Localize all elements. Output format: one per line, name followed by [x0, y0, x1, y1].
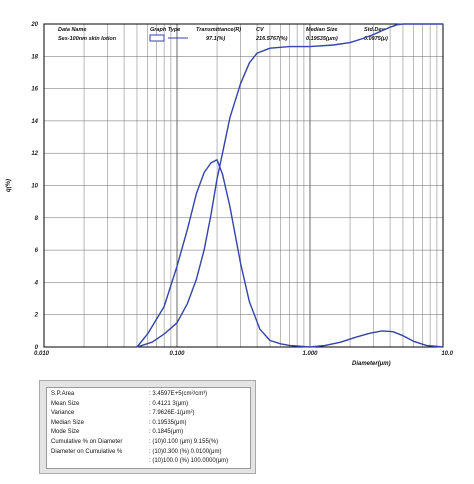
- transmittance-value: 97.1(%): [206, 36, 225, 42]
- y-tick-label: 20: [30, 22, 38, 28]
- stat-value: : (10)0.100 (μm) 9.155(%): [149, 439, 219, 445]
- statistics-panel: S.P.Area : 3.4597E+5(cm²/cm³) Mean Size : 0…: [39, 380, 256, 474]
- transmittance-label: Transmittance(R): [196, 27, 241, 33]
- x-tick-label: 0.100: [169, 351, 185, 357]
- std-dev-value: 0.0975(μ): [364, 36, 388, 42]
- data-name-value: Ses-100nm skin lotion: [58, 36, 117, 42]
- median-size-label: Median Size: [306, 27, 337, 33]
- stat-label: Median Size: [51, 419, 85, 426]
- y-tick-label: 0: [35, 345, 39, 351]
- y-tick-label: 4: [34, 280, 39, 286]
- plot-frame: [43, 23, 444, 348]
- y-tick-label: 16: [31, 87, 38, 93]
- y-axis-label: q(%): [6, 179, 12, 192]
- particle-size-chart: Data Name Ses-100nm skin lotion Graph Ty…: [0, 0, 474, 370]
- stat-value: : 7.9626E-1(μm²): [149, 410, 195, 417]
- graph-type-label: Graph Type: [150, 27, 180, 33]
- cv-label: CV: [256, 27, 265, 33]
- data-series: [136, 23, 444, 348]
- stat-value: : 3.4597E+5(cm²/cm³): [149, 391, 208, 397]
- x-tick-label: 1.000: [302, 351, 318, 357]
- y-tick-label: 6: [35, 248, 39, 254]
- y-tick-label: 18: [31, 54, 38, 60]
- stat-label: Mean Size: [51, 400, 80, 407]
- cumulative-curve: [136, 23, 443, 348]
- x-axis-label: Diameter(μm): [352, 361, 391, 367]
- stat-label: Cumulative % on Diameter: [51, 439, 123, 445]
- x-tick-label: 0.010: [34, 351, 50, 357]
- median-size-value: 0.19535(μm): [306, 36, 338, 42]
- graph-type-swatch: [149, 34, 165, 42]
- data-name-label: Data Name: [58, 27, 86, 33]
- stat-value: : (10)100.0 (%) 100.0000(μm): [149, 458, 229, 465]
- y-tick-label: 12: [31, 151, 38, 157]
- stat-value: : 0.4121 3(μm): [149, 400, 189, 407]
- std-dev-label: Std.Dev: [364, 27, 385, 33]
- x-tick-label: 10.0: [441, 351, 453, 357]
- plot-background: [0, 0, 474, 370]
- tick-labels: 0 2 4 6 8 10 12 14 16 18 20 0.010 0.100 1.000 10.0: [30, 22, 453, 357]
- y-tick-label: 2: [34, 313, 39, 319]
- grid-lines: [44, 24, 443, 347]
- stat-label: Diameter on Cumulative %: [51, 448, 123, 455]
- stat-value: : 0.19535(μm): [149, 419, 187, 426]
- frequency-curve: [136, 159, 444, 348]
- stat-label: S.P.Area: [51, 391, 75, 397]
- y-tick-label: 8: [35, 216, 39, 222]
- y-tick-label: 10: [31, 184, 38, 190]
- stat-label: Variance: [51, 410, 75, 417]
- stat-value: : (10)0.300 (%) 0.0100(μm): [149, 448, 222, 455]
- stat-value: : 0.1845(μm): [149, 429, 184, 436]
- cv-value: 216.5767(%): [255, 36, 288, 42]
- stat-label: Mode Size: [51, 429, 80, 436]
- y-tick-label: 14: [31, 119, 38, 125]
- statistics-table: S.P.Area : 3.4597E+5(cm²/cm³) Mean Size : 0…: [46, 387, 251, 469]
- legend-header: Data Name Ses-100nm skin lotion Graph Ty…: [58, 27, 388, 42]
